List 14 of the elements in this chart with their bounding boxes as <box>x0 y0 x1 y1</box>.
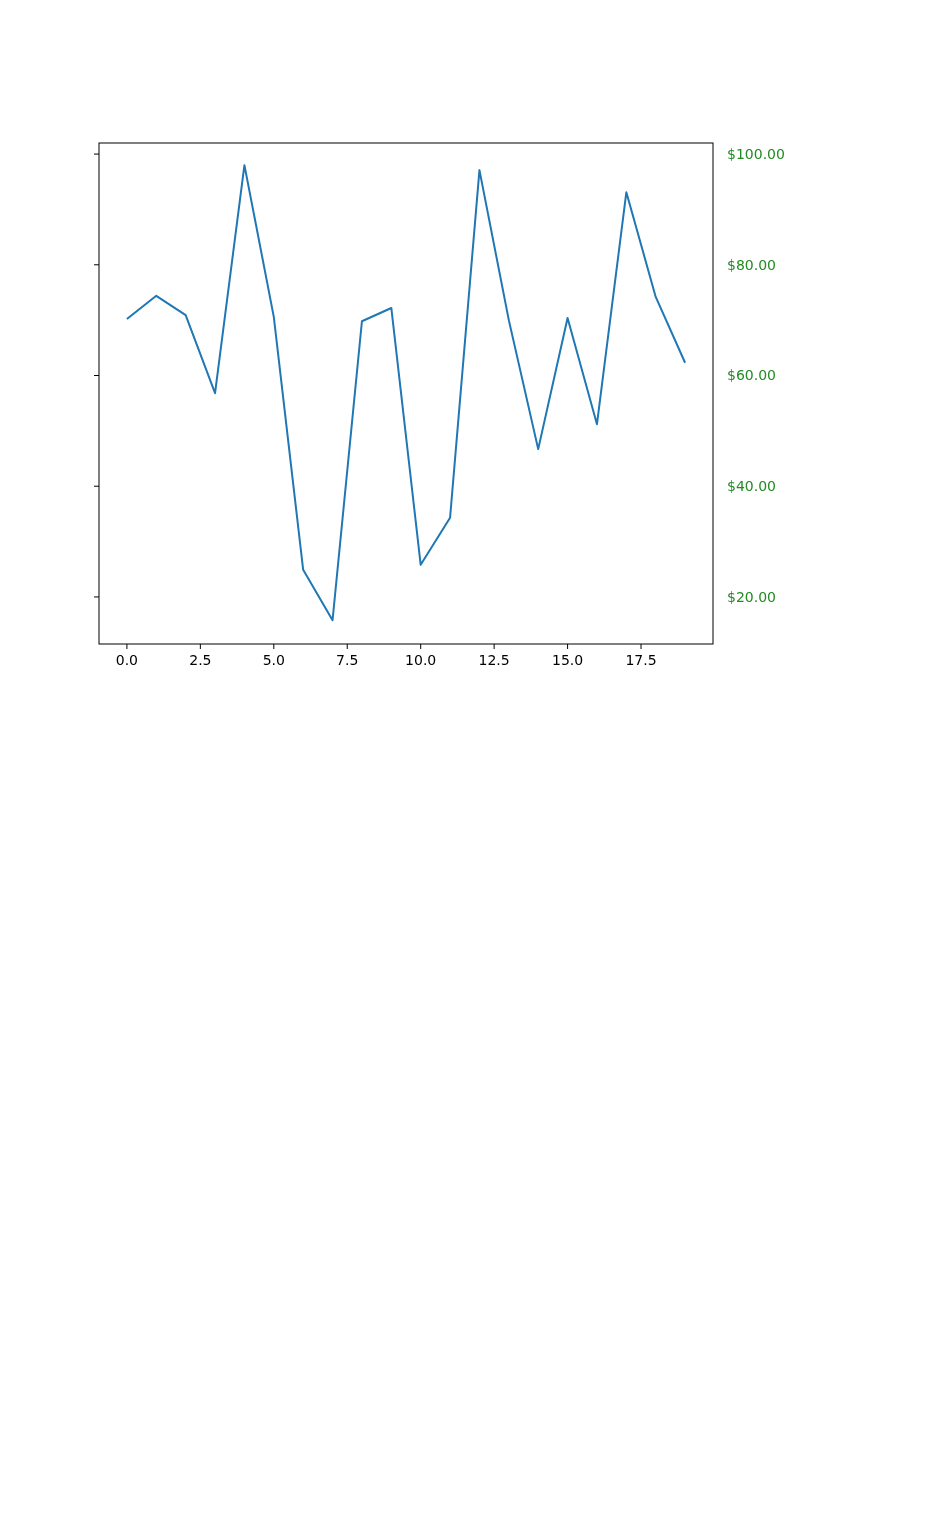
y-tick-label: $100.00 <box>727 145 785 162</box>
x-tick-label: 7.5 <box>336 652 359 668</box>
x-tick-label: 10.0 <box>405 652 437 668</box>
y-tick-label: $80.00 <box>727 256 776 273</box>
line-series <box>125 164 687 622</box>
x-tick-label: 12.5 <box>478 652 510 668</box>
x-tick-label: 15.0 <box>551 652 584 668</box>
x-tick-label: 0.0 <box>115 652 139 668</box>
y-tick-label: $40.00 <box>727 478 776 495</box>
y-tick-label: $20.00 <box>727 588 776 605</box>
x-tick-label: 17.5 <box>625 652 657 668</box>
x-tick-label: 2.5 <box>189 652 212 668</box>
y-tick-label: $60.00 <box>727 367 776 384</box>
x-tick-label: 5.0 <box>262 652 285 668</box>
